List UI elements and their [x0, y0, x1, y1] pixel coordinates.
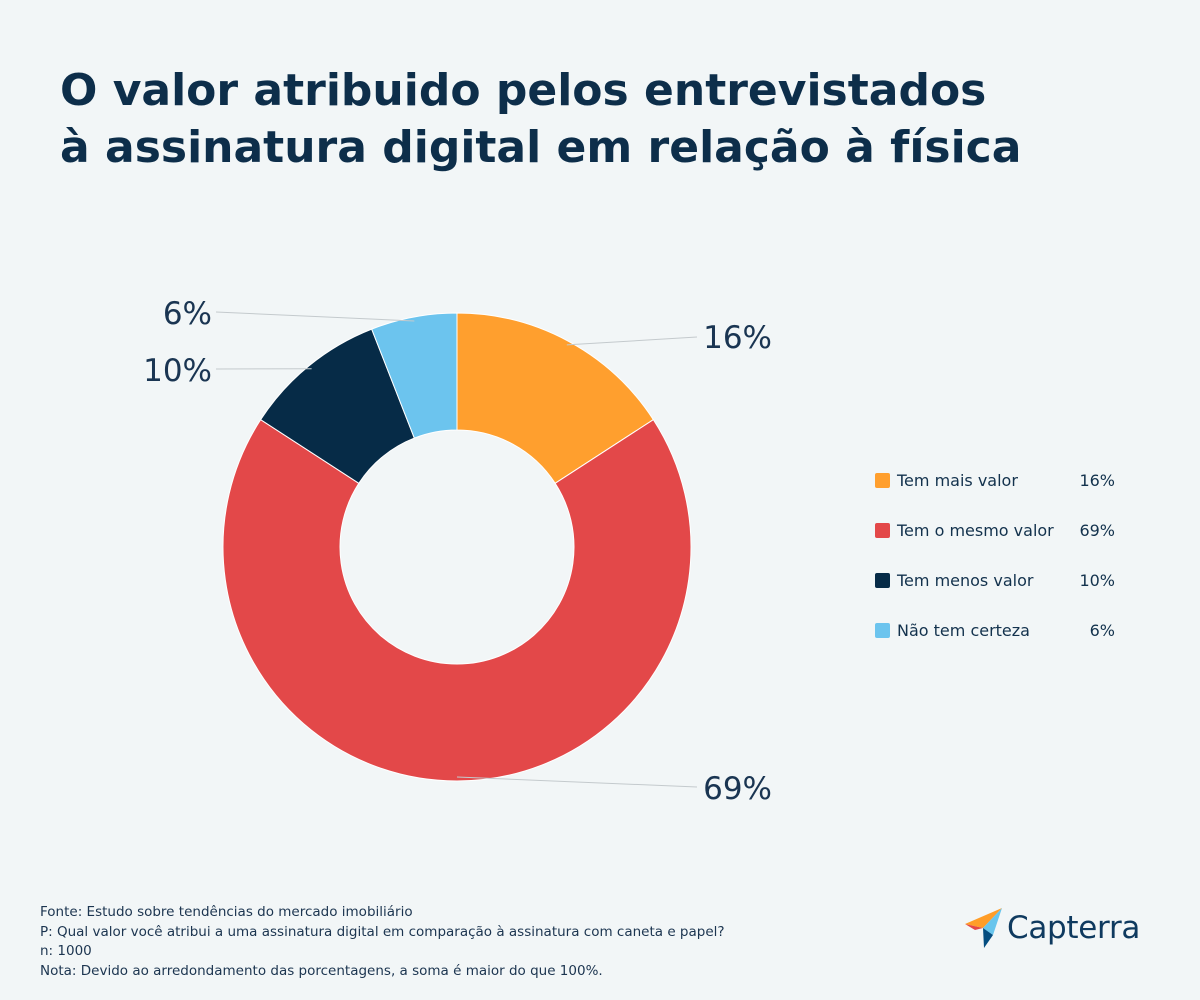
- rounding-note: Nota: Devido ao arredondamento das porce…: [40, 962, 603, 979]
- capterra-wordmark: Capterra: [1007, 910, 1141, 946]
- sample-size-note: n: 1000: [40, 943, 92, 959]
- capterra-logo: Capterra: [965, 908, 1140, 948]
- chart-title: O valor atribuido pelos entrevistados à …: [60, 62, 1160, 176]
- capterra-arrow-icon: [965, 908, 1002, 948]
- legend-swatch: [875, 522, 890, 538]
- data-label: 69%: [703, 771, 772, 807]
- legend-value: 16%: [1079, 470, 1115, 490]
- donut-slice-4: [371, 312, 458, 439]
- legend-label: Tem o mesmo valor: [897, 520, 1054, 540]
- legend-item: Tem menos valor 10%: [875, 555, 1115, 605]
- legend-label: Não tem certeza: [897, 620, 1030, 640]
- leader-line: [456, 776, 698, 788]
- leader-line: [566, 336, 698, 346]
- legend-item: Não tem certeza 6%: [875, 605, 1115, 655]
- data-label: 10%: [143, 353, 212, 389]
- chart-title-line-1: O valor atribuido pelos entrevistados: [60, 65, 987, 116]
- legend-item: Tem mais valor 16%: [875, 455, 1115, 505]
- legend-value: 69%: [1079, 520, 1115, 540]
- chart-title-line-2: à assinatura digital em relação à física: [60, 122, 1022, 173]
- source-note: Fonte: Estudo sobre tendências do mercad…: [40, 904, 413, 920]
- donut-slice-2: [222, 418, 692, 782]
- legend-label: Tem menos valor: [897, 570, 1034, 590]
- legend-value: 10%: [1079, 570, 1115, 590]
- data-label: 6%: [163, 296, 212, 332]
- legend-value: 6%: [1089, 620, 1115, 640]
- leader-line: [215, 311, 415, 322]
- legend-swatch: [875, 622, 890, 638]
- question-note: P: Qual valor você atribui a uma assinat…: [40, 923, 725, 940]
- footer-notes: Fonte: Estudo sobre tendências do mercad…: [40, 903, 725, 981]
- legend-label: Tem mais valor: [897, 470, 1018, 490]
- legend-swatch: [875, 572, 890, 588]
- legend: Tem mais valor 16% Tem o mesmo valor 69%…: [875, 455, 1115, 655]
- legend-swatch: [875, 472, 890, 488]
- data-label: 16%: [703, 320, 772, 356]
- legend-item: Tem o mesmo valor 69%: [875, 505, 1115, 555]
- donut-slice-1: [456, 312, 655, 485]
